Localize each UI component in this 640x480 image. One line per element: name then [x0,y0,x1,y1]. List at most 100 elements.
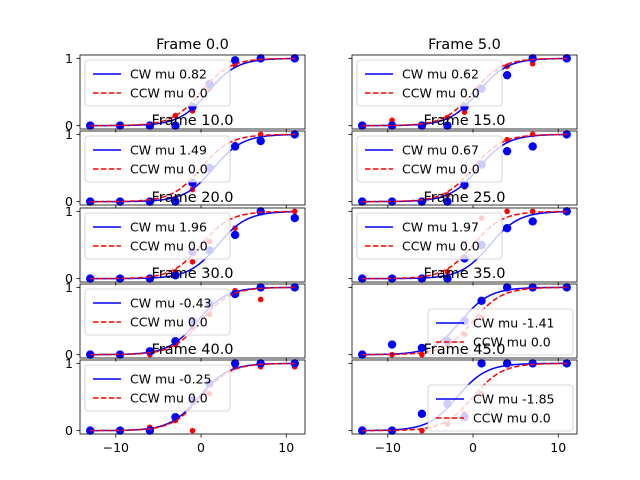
legend-cw-label: CW mu 0.67 [402,143,479,158]
y-tick-label: 0 [65,271,73,286]
cw-point [86,426,95,435]
legend-cw-label: CW mu -1.41 [473,316,554,331]
legend-box [84,212,231,260]
panel-title: Frame 10.0 [151,113,233,129]
cw-point [358,274,367,283]
x-tick-label: 10 [550,440,566,455]
panel-title: Frame 30.0 [151,266,233,282]
legend: CW mu -0.43 CCW mu 0.0 [84,288,231,336]
panel-title: Frame 45.0 [423,342,505,358]
panel-title: Frame 5.0 [428,37,501,53]
legend-box [356,59,503,107]
panel-title: Frame 25.0 [423,190,505,206]
cw-point [502,146,512,156]
cw-point [171,121,180,130]
legend-cw-label: CW mu 0.62 [402,67,479,82]
legend-box [356,135,503,183]
legend-ccw-label: CCW mu 0.0 [473,411,551,426]
panel-7: CW mu -1.41 CCW mu 0.0 [348,283,578,362]
axes-frame [351,54,578,130]
cw-point [358,121,367,130]
legend: CW mu 0.67 CCW mu 0.0 [356,135,503,183]
legend-box [427,384,574,432]
legend-ccw-label: CCW mu 0.0 [130,239,208,254]
panel-title: Frame 15.0 [423,113,505,129]
panel-1: CW mu 0.62 CCW mu 0.0 [348,54,578,133]
legend: CW mu -1.85 CCW mu 0.0 [427,384,574,432]
axes-frame [79,283,306,359]
cw-point [230,230,240,240]
legend-cw-label: CW mu 1.97 [402,220,479,235]
cw-point [171,197,180,206]
cw-point [387,340,397,349]
cw-point [86,121,95,130]
cw-point [290,130,299,139]
legend-cw-label: CW mu -1.85 [473,392,554,407]
legend-box [84,135,231,183]
ccw-fit-line [362,133,567,203]
legend-cw-label: CW mu 1.96 [130,220,207,235]
cw-point [358,426,367,435]
legend-ccw-label: CCW mu 0.0 [130,391,208,406]
ccw-point [389,117,395,124]
y-tick-label: 0 [65,194,73,209]
legend-box [84,364,231,412]
cw-point [256,207,265,216]
ccw-point [232,225,238,231]
x-tick-label: 0 [197,440,205,455]
axes-frame [351,283,578,359]
axes-frame [79,207,306,283]
axes-frame [79,359,306,435]
legend-box [356,212,503,260]
y-tick-label: 1 [65,204,73,219]
cw-point [290,213,299,223]
legend-box [84,59,231,107]
y-tick-label: 1 [65,280,73,295]
panel-5: CW mu 1.97 CCW mu 0.0 [348,207,578,286]
panel-8: 0 1 −10 0 10 CW mu -0.25 CCW mu 0.0 [65,356,306,455]
ccw-point [461,109,468,115]
legend: CW mu 1.96 CCW mu 0.0 [84,212,231,260]
cw-point [562,283,571,292]
legend-cw-label: CW mu 0.82 [130,67,207,82]
cw-point [443,197,452,206]
cw-point [477,359,486,368]
legend: CW mu 0.82 CCW mu 0.0 [84,59,231,107]
y-tick-label: 1 [65,127,73,142]
x-tick-label: −10 [103,440,129,455]
ccw-fit-line [362,210,567,280]
ccw-fit-line [90,362,295,432]
cw-point [86,274,95,283]
ccw-point [257,296,264,303]
x-tick-label: −10 [375,440,401,455]
ccw-fit-line [90,133,295,203]
legend-cw-label: CW mu -0.43 [130,296,211,311]
panel-2: 0 1 CW mu 1.49 CCW mu 0.0 [65,127,306,209]
legend: CW mu 0.62 CCW mu 0.0 [356,59,503,107]
ccw-point [291,208,298,215]
axes-frame [79,130,306,206]
cw-point [528,54,537,63]
legend-ccw-label: CCW mu 0.0 [473,335,551,350]
panel-0: 0 1 CW mu 0.82 CCW mu 0.0 [65,51,306,133]
cw-point [256,359,265,368]
ccw-fit-line [90,57,295,127]
cw-point [562,359,571,368]
panel-title: Frame 35.0 [423,266,505,282]
legend: CW mu 1.49 CCW mu 0.0 [84,135,231,183]
panel-4: 0 1 CW mu 1.96 CCW mu 0.0 [65,204,306,286]
legend-ccw-label: CCW mu 0.0 [130,315,208,330]
legend-ccw-label: CCW mu 0.0 [402,162,480,177]
cw-point [562,207,571,216]
ccw-fit-line [362,362,567,432]
cw-point [358,197,367,206]
legend-ccw-label: CCW mu 0.0 [130,86,208,101]
cw-point [230,56,240,65]
legend-ccw-label: CCW mu 0.0 [130,162,208,177]
cw-point [256,136,265,146]
cw-point [562,130,571,139]
legend-box [84,288,231,336]
axes-frame [351,207,578,283]
legend: CW mu -0.25 CCW mu 0.0 [84,364,231,412]
